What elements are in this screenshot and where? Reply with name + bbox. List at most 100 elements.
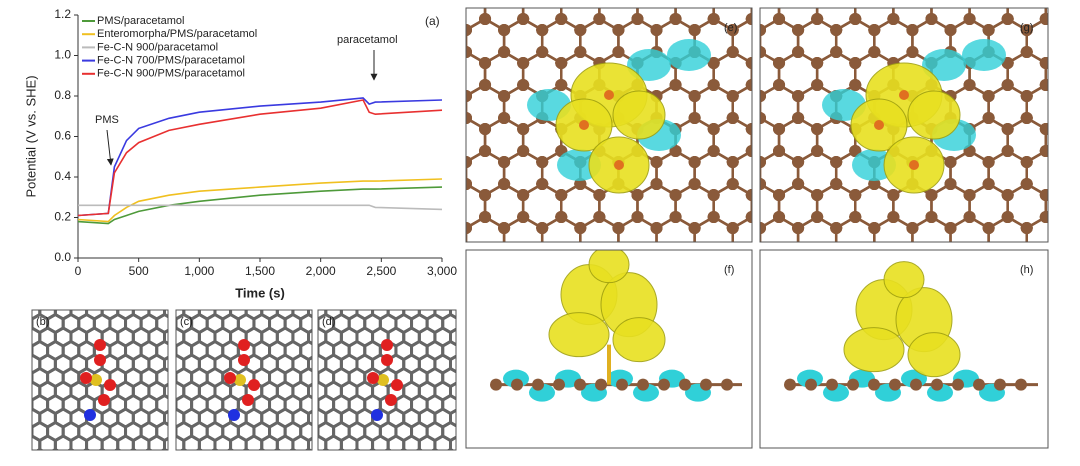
atom [773, 79, 786, 91]
lattice [38, 434, 57, 450]
atom [830, 156, 843, 168]
atom [466, 24, 472, 36]
atom [679, 378, 691, 391]
lattice [433, 434, 453, 450]
lattice [163, 436, 168, 450]
lattice [244, 434, 264, 450]
lattice [409, 184, 447, 228]
legend-label: Fe-C-N 900/PMS/paracetamol [97, 68, 245, 80]
atom [707, 145, 720, 157]
lattice [9, 355, 25, 373]
charge-yellow [612, 317, 666, 363]
atom [909, 160, 919, 170]
lattice [443, 288, 459, 306]
atom [688, 112, 701, 124]
atom [849, 0, 861, 3]
atom [1059, 156, 1071, 168]
x-tick-label: 500 [129, 264, 149, 278]
atom [441, 57, 453, 69]
atom [773, 123, 786, 135]
atom [669, 145, 682, 157]
atom [688, 90, 701, 102]
atom [1059, 222, 1071, 234]
atom [745, 13, 752, 25]
atom [650, 156, 663, 168]
atom [593, 13, 606, 25]
atom [631, 0, 643, 3]
atom [963, 13, 976, 25]
charge-yellow [548, 312, 610, 358]
atom [631, 0, 643, 3]
atom [441, 189, 453, 201]
atom [868, 46, 881, 58]
atom [367, 372, 379, 384]
atom [773, 0, 785, 3]
atom [708, 0, 720, 3]
x-tick-label: 0 [75, 264, 82, 278]
atom [574, 222, 587, 234]
atom [555, 0, 567, 3]
atom [517, 211, 530, 223]
annotation: PMS [95, 114, 119, 126]
atom [637, 378, 649, 391]
atom [670, 0, 682, 3]
lattice [229, 434, 248, 450]
charge-yellow [843, 327, 905, 373]
atom [371, 409, 383, 421]
atom [517, 57, 530, 69]
lattice [540, 215, 582, 242]
lattice [1044, 126, 1048, 154]
atom [805, 378, 817, 391]
atom [964, 0, 976, 3]
atom [381, 339, 393, 351]
atom [688, 222, 701, 234]
lattice [307, 382, 312, 400]
atom [1059, 178, 1071, 190]
atom [1040, 0, 1052, 3]
atom [726, 156, 739, 168]
panel-image [403, 0, 752, 242]
atom [792, 222, 805, 234]
atom [441, 0, 453, 3]
atom [422, 46, 434, 58]
panel-frame [317, 309, 457, 451]
lattice [182, 434, 201, 450]
atom [479, 0, 491, 3]
lattice [273, 447, 282, 450]
x-tick-label: 3,000 [427, 264, 457, 278]
lattice [384, 447, 393, 450]
atom [234, 374, 246, 386]
panel-image [760, 0, 1071, 242]
atom [1059, 46, 1071, 58]
atom [830, 178, 843, 190]
atom [490, 378, 502, 391]
atom [612, 24, 625, 36]
atom [1059, 222, 1071, 234]
lattice [466, 160, 468, 186]
lattice [100, 434, 120, 450]
lattice [157, 288, 173, 306]
atom [868, 222, 881, 234]
atom [403, 145, 415, 157]
panel-label: (g) [1020, 22, 1033, 34]
atom [224, 372, 236, 384]
legend-label: PMS/paracetamol [97, 15, 184, 27]
lattice [693, 215, 734, 242]
atom [441, 57, 453, 69]
lattice [160, 447, 168, 450]
lattice [380, 288, 396, 306]
lattice [32, 398, 34, 411]
lattice [67, 447, 75, 450]
atom [1020, 222, 1033, 234]
atom [688, 24, 701, 36]
atom [745, 189, 752, 201]
charge-cyan [962, 39, 1006, 71]
atom [553, 378, 565, 391]
atom [604, 90, 614, 100]
lattice [1044, 8, 1048, 22]
lattice [911, 215, 952, 242]
lattice [449, 354, 456, 374]
atom [1039, 211, 1048, 223]
atom [925, 13, 938, 25]
atom [511, 378, 523, 391]
